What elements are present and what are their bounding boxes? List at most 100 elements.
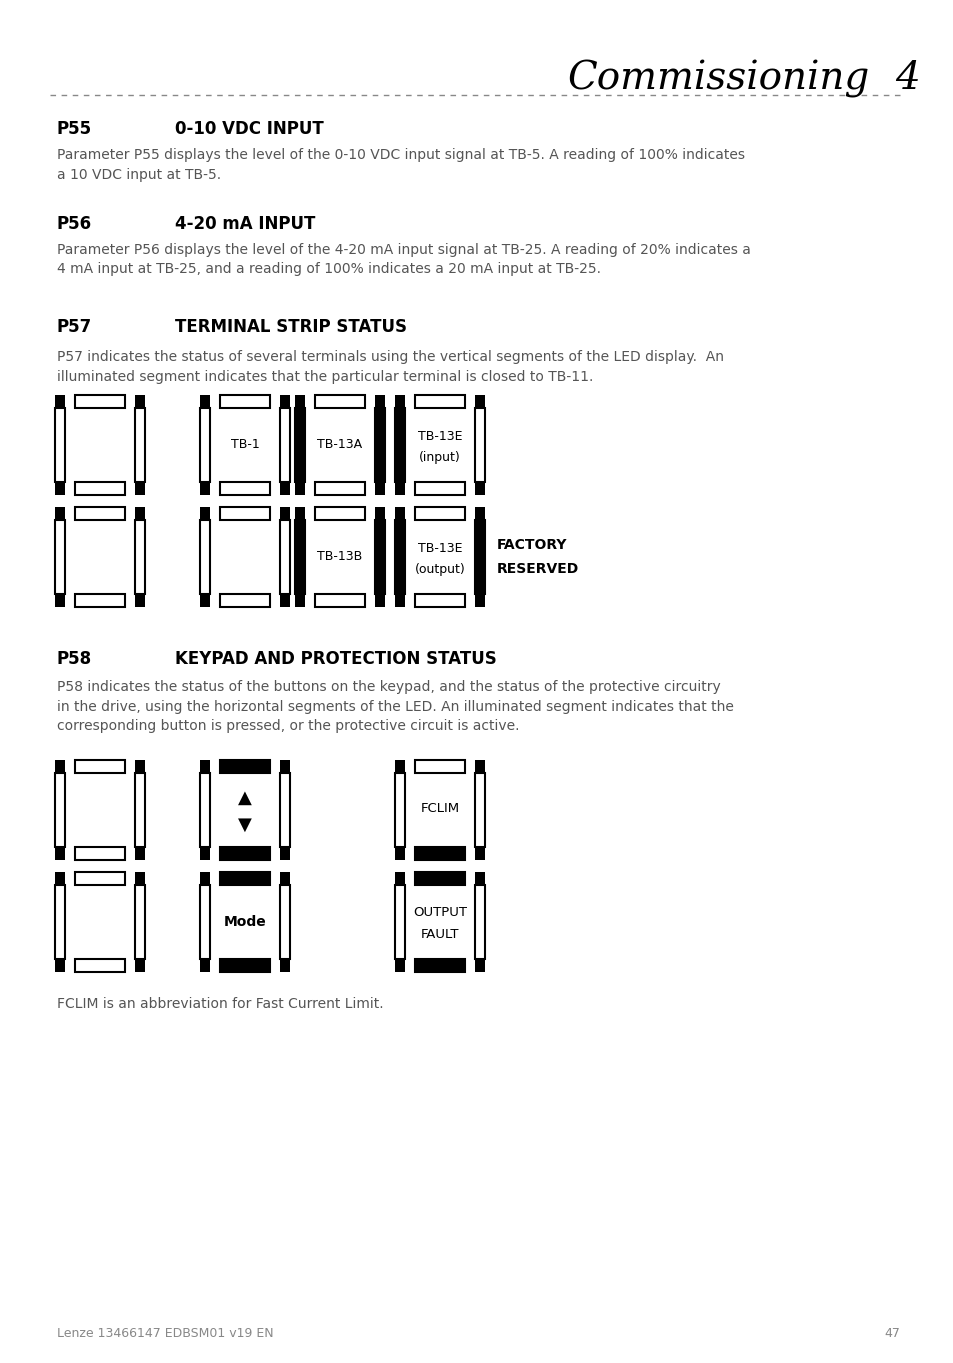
Text: P56: P56 (57, 215, 92, 233)
Bar (75, 483, 125, 495)
Bar (375, 594, 385, 607)
Bar (55, 408, 65, 483)
Text: 4: 4 (894, 60, 919, 97)
Bar (475, 507, 484, 521)
Bar (55, 395, 65, 408)
Bar (75, 395, 125, 408)
Bar (395, 408, 405, 483)
Text: RESERVED: RESERVED (497, 562, 578, 577)
Bar (294, 408, 305, 483)
Bar (220, 846, 270, 860)
Bar (375, 507, 385, 521)
Bar (200, 960, 210, 972)
Text: Parameter P56 displays the level of the 4-20 mA input signal at TB-25. A reading: Parameter P56 displays the level of the … (57, 243, 750, 277)
Bar (75, 761, 125, 773)
Bar (75, 594, 125, 607)
Bar (280, 885, 290, 960)
Bar (200, 773, 210, 846)
Bar (55, 761, 65, 773)
Text: FAULT: FAULT (420, 927, 458, 940)
Bar (415, 846, 464, 860)
Bar (475, 872, 484, 885)
Text: Commissioning: Commissioning (567, 60, 869, 98)
Bar (135, 846, 145, 860)
Bar (55, 483, 65, 495)
Bar (395, 960, 405, 972)
Bar (200, 761, 210, 773)
Bar (200, 395, 210, 408)
Bar (220, 395, 270, 408)
Bar (395, 773, 405, 846)
Bar (280, 872, 290, 885)
Bar (220, 483, 270, 495)
Bar (135, 960, 145, 972)
Bar (220, 872, 270, 885)
Text: TB-13A: TB-13A (317, 439, 362, 451)
Bar (475, 395, 484, 408)
Bar (55, 960, 65, 972)
Bar (220, 761, 270, 773)
Text: Lenze 13466147 EDBSM01 v19 EN: Lenze 13466147 EDBSM01 v19 EN (57, 1328, 274, 1340)
Bar (75, 507, 125, 521)
Bar (75, 960, 125, 972)
Text: TB-1: TB-1 (231, 439, 259, 451)
Text: FCLIM: FCLIM (420, 801, 459, 815)
Bar (280, 773, 290, 846)
Bar (415, 507, 464, 521)
Text: P57 indicates the status of several terminals using the vertical segments of the: P57 indicates the status of several term… (57, 350, 723, 383)
Bar (415, 594, 464, 607)
Text: Mode: Mode (223, 915, 266, 930)
Text: TB-13B: TB-13B (317, 551, 362, 563)
Bar (135, 521, 145, 594)
Text: P55: P55 (57, 120, 92, 138)
Bar (200, 521, 210, 594)
Bar (294, 483, 305, 495)
Bar (135, 395, 145, 408)
Bar (314, 395, 364, 408)
Bar (475, 408, 484, 483)
Bar (220, 594, 270, 607)
Text: (output): (output) (415, 563, 465, 577)
Bar (135, 872, 145, 885)
Text: P58: P58 (57, 650, 92, 668)
Text: ▼: ▼ (238, 816, 252, 834)
Bar (415, 960, 464, 972)
Bar (135, 773, 145, 846)
Bar (55, 594, 65, 607)
Bar (475, 483, 484, 495)
Bar (135, 507, 145, 521)
Bar (395, 872, 405, 885)
Text: ▲: ▲ (238, 789, 252, 807)
Bar (475, 773, 484, 846)
Bar (55, 773, 65, 846)
Bar (475, 960, 484, 972)
Text: TERMINAL STRIP STATUS: TERMINAL STRIP STATUS (174, 318, 407, 337)
Text: 0-10 VDC INPUT: 0-10 VDC INPUT (174, 120, 323, 138)
Bar (314, 594, 364, 607)
Bar (294, 507, 305, 521)
Bar (55, 521, 65, 594)
Bar (280, 395, 290, 408)
Bar (55, 507, 65, 521)
Bar (200, 594, 210, 607)
Bar (294, 521, 305, 594)
Bar (375, 483, 385, 495)
Bar (280, 507, 290, 521)
Text: Parameter P55 displays the level of the 0-10 VDC input signal at TB-5. A reading: Parameter P55 displays the level of the … (57, 149, 744, 181)
Bar (415, 872, 464, 885)
Text: KEYPAD AND PROTECTION STATUS: KEYPAD AND PROTECTION STATUS (174, 650, 497, 668)
Bar (475, 885, 484, 960)
Bar (280, 521, 290, 594)
Bar (200, 846, 210, 860)
Bar (280, 408, 290, 483)
Bar (280, 846, 290, 860)
Bar (415, 483, 464, 495)
Bar (200, 885, 210, 960)
Text: TB-13E: TB-13E (417, 431, 462, 443)
Bar (475, 594, 484, 607)
Bar (280, 960, 290, 972)
Bar (280, 594, 290, 607)
Text: FCLIM is an abbreviation for Fast Current Limit.: FCLIM is an abbreviation for Fast Curren… (57, 996, 383, 1011)
Bar (135, 483, 145, 495)
Bar (395, 761, 405, 773)
